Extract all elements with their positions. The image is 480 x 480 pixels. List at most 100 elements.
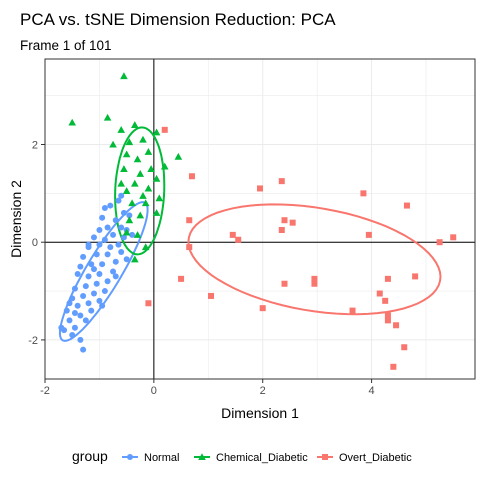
point-chemical-diabetic: [152, 174, 161, 182]
point-normal: [90, 234, 97, 241]
point-overt-diabetic: [311, 280, 318, 287]
point-normal: [90, 266, 97, 273]
point-normal: [112, 258, 119, 265]
point-normal: [63, 307, 70, 314]
point-overt-diabetic: [186, 244, 193, 251]
point-chemical-diabetic: [139, 191, 147, 199]
x-axis-ticks: -2 0 2 4: [40, 379, 375, 397]
point-chemical-diabetic: [141, 199, 150, 207]
point-overt-diabetic: [360, 190, 367, 197]
x-axis-label: Dimension 1: [221, 405, 299, 421]
point-chemical-diabetic: [68, 118, 77, 126]
point-overt-diabetic: [257, 185, 263, 192]
point-normal: [85, 241, 92, 248]
point-overt-diabetic: [349, 307, 356, 314]
point-overt-diabetic: [235, 236, 242, 243]
legend-title: group: [72, 448, 108, 464]
chart-subtitle: Frame 1 of 101: [20, 38, 112, 53]
point-overt-diabetic: [178, 275, 185, 282]
point-chemical-diabetic: [122, 187, 131, 194]
point-chemical-diabetic: [139, 135, 147, 143]
point-normal: [93, 280, 100, 287]
point-overt-diabetic: [208, 292, 215, 299]
legend-label-chemical-diabetic: Chemical_Diabetic: [216, 452, 308, 464]
ellipse-chemical-diabetic: [114, 126, 166, 256]
point-normal: [80, 346, 87, 353]
legend-key-marker-chemical-diabetic: [198, 453, 206, 461]
point-overt-diabetic: [229, 231, 236, 238]
legend-label-normal: Normal: [144, 452, 179, 464]
point-normal: [115, 197, 122, 204]
point-chemical-diabetic: [117, 179, 126, 187]
point-chemical-diabetic: [131, 179, 139, 187]
point-chemical-diabetic: [131, 121, 139, 128]
x-tick-label: 2: [260, 385, 266, 397]
point-normal: [58, 324, 65, 331]
point-normal: [99, 261, 106, 268]
point-chemical-diabetic: [128, 199, 136, 207]
point-normal: [120, 234, 127, 241]
point-overt-diabetic: [412, 273, 419, 280]
point-normal: [74, 270, 81, 277]
point-chemical-diabetic: [144, 184, 153, 192]
point-normal: [104, 278, 111, 285]
point-overt-diabetic: [376, 290, 383, 297]
legend-key-marker-normal: [127, 454, 133, 460]
point-normal: [123, 256, 130, 263]
point-normal: [96, 226, 103, 233]
point-overt-diabetic: [281, 217, 288, 224]
point-normal: [99, 214, 106, 221]
point-normal: [110, 268, 117, 275]
point-normal: [71, 324, 78, 331]
y-axis-label: Dimension 2: [8, 180, 24, 258]
y-axis-ticks: -2 0 2: [28, 139, 45, 347]
point-chemical-diabetic: [125, 138, 134, 146]
point-overt-diabetic: [259, 305, 266, 312]
point-chemical-diabetic: [147, 165, 155, 172]
point-normal: [110, 231, 117, 238]
point-overt-diabetic: [278, 178, 285, 185]
point-chemical-diabetic: [109, 140, 117, 148]
point-normal: [96, 297, 103, 304]
point-normal: [129, 231, 136, 238]
y-tick-label: 0: [32, 237, 38, 249]
point-normal: [74, 302, 81, 309]
point-overt-diabetic: [384, 275, 391, 282]
point-normal: [90, 290, 97, 297]
point-chemical-diabetic: [152, 128, 161, 136]
point-normal: [101, 205, 108, 212]
point-normal: [112, 273, 119, 280]
point-normal: [126, 212, 133, 219]
point-normal: [120, 209, 127, 216]
zero-lines: [45, 59, 475, 379]
point-normal: [101, 236, 108, 243]
point-normal: [112, 217, 119, 224]
point-chemical-diabetic: [144, 148, 153, 155]
point-normal: [118, 192, 125, 199]
point-normal: [118, 224, 125, 231]
point-overt-diabetic: [365, 231, 372, 238]
point-normal: [77, 312, 84, 319]
legend-key-marker-overt-diabetic: [322, 454, 328, 460]
point-overt-diabetic: [384, 317, 391, 324]
point-normal: [88, 307, 95, 314]
point-chemical-diabetic: [122, 228, 131, 236]
legend-label-overt-diabetic: Overt_Diabetic: [339, 452, 412, 464]
point-normal: [69, 332, 76, 339]
y-tick-label: 2: [32, 139, 38, 151]
point-normal: [80, 292, 87, 299]
point-chemical-diabetic: [155, 194, 164, 202]
point-normal: [115, 241, 122, 248]
point-normal: [88, 261, 95, 268]
point-overt-diabetic: [401, 344, 408, 351]
point-normal: [118, 248, 125, 255]
point-normal: [107, 202, 114, 209]
x-tick-label: -2: [40, 385, 50, 397]
point-normal: [71, 285, 78, 292]
point-chemical-diabetic: [133, 155, 142, 163]
point-overt-diabetic: [403, 202, 410, 209]
point-overt-diabetic: [145, 300, 152, 307]
point-overt-diabetic: [161, 126, 168, 133]
point-normal: [85, 273, 92, 280]
